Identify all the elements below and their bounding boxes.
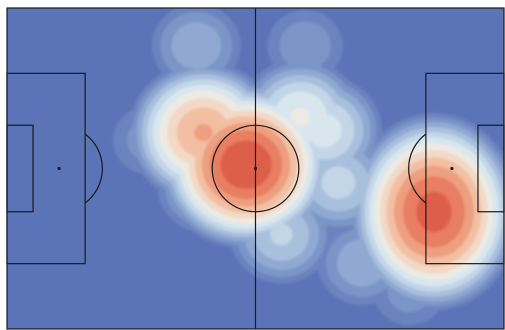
density-blob [171, 22, 222, 70]
left-penalty-arc [84, 133, 103, 204]
density-blob [220, 140, 272, 189]
density-blob [279, 21, 331, 71]
density-blob [290, 107, 310, 126]
center-spot [253, 166, 258, 171]
right-penalty-spot [450, 166, 454, 171]
right-goal-area [477, 124, 505, 213]
density-blob [194, 123, 213, 142]
center-circle [211, 124, 300, 213]
left-goal-area [6, 124, 34, 213]
density-layer [113, 8, 504, 326]
density-blob [270, 223, 293, 246]
density-blob [306, 114, 342, 148]
density-blob [416, 191, 452, 233]
pitch-markings [6, 7, 505, 330]
right-penalty-arc [408, 133, 427, 204]
left-penalty-spot [57, 166, 61, 171]
density-blob [321, 166, 356, 199]
